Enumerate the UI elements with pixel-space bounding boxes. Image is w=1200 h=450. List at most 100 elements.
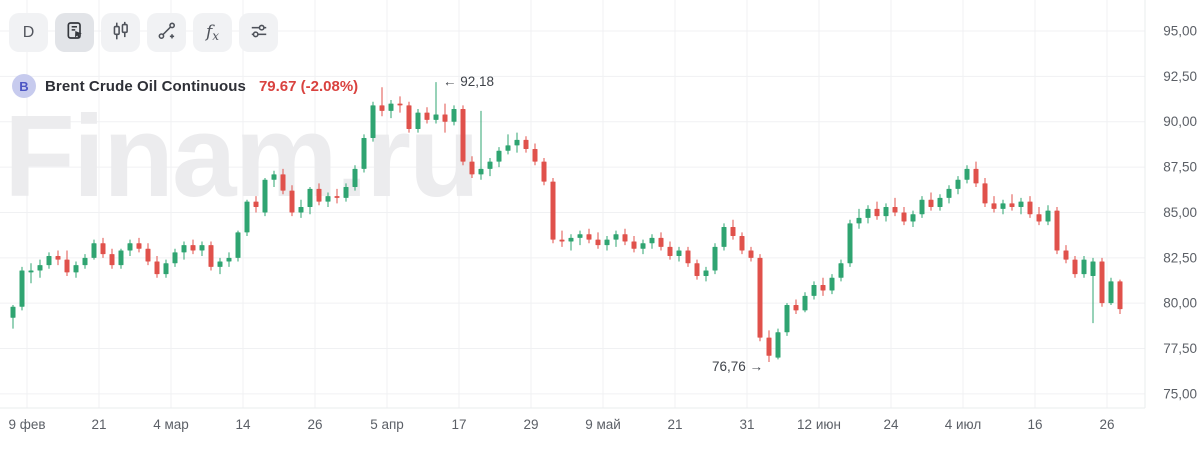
candle [604,239,610,246]
panel-cursor-icon [65,21,85,44]
candle [343,187,349,198]
candle [1117,281,1123,310]
time-tick-label: 29 [523,417,538,432]
time-tick-label: 26 [307,417,322,432]
instrument-name[interactable]: Brent Crude Oil Continuous [45,77,246,95]
time-tick-label: 4 июл [945,417,982,432]
candle [883,207,889,217]
time-tick-label: 12 июн [797,417,841,432]
candle [406,105,412,129]
instrument-avatar[interactable]: B [12,74,36,98]
candle [802,295,808,311]
time-axis[interactable]: 9 фев 21 4 мар 14 26 5 апр 17 29 9 май 21 31 12 июн… [8,417,1114,432]
candle [622,234,628,242]
price-tick-label: 90,00 [1163,114,1197,129]
candle [703,270,709,276]
candle [19,270,25,307]
candle [136,243,142,249]
candle [757,257,763,338]
candle [415,112,421,129]
candle [514,139,520,146]
price-tick-label: 80,00 [1163,296,1197,311]
candle [316,188,322,202]
candle [208,245,214,267]
candle [667,246,673,256]
candle [631,241,637,249]
time-tick-label: 9 май [585,417,621,432]
sliders-icon [249,21,269,44]
candle [145,248,151,262]
candle [649,237,655,244]
chart-type-button[interactable] [55,13,94,52]
candle [550,181,556,240]
candle [424,112,430,120]
time-tick-label: 31 [739,417,754,432]
drawing-tools-button[interactable] [147,13,186,52]
candle [379,105,385,111]
candle [586,234,592,240]
time-tick-label: 16 [1027,417,1042,432]
candle [298,207,304,213]
candle [460,109,466,162]
candle [829,277,835,291]
price-axis[interactable]: 95,00 92,50 90,00 87,50 85,00 82,50 80,00 77,50… [1163,24,1197,402]
timeframe-label: D [22,23,35,41]
candle [559,239,565,242]
candle [973,168,979,184]
candles [10,82,1123,362]
candle [253,201,259,208]
timeframe-button[interactable]: D [9,13,48,52]
candle [793,304,799,311]
time-tick-label: 9 фев [8,417,45,432]
candle [1099,261,1105,304]
candle [64,259,70,273]
candle [1090,261,1096,276]
candle [73,265,79,273]
candlestick-style-button[interactable] [101,13,140,52]
candle [694,263,700,276]
candle [37,265,43,271]
time-tick-label: 4 мар [153,417,189,432]
candle [532,148,538,162]
candle [739,236,745,251]
chart-toolbar: D [9,13,278,52]
candle [1045,210,1051,222]
instrument-header: B Brent Crude Oil Continuous 79.67 (-2.0… [12,74,358,98]
candle [262,179,268,213]
candle [289,190,295,213]
candle [433,114,439,120]
candle [1009,203,1015,208]
candle [505,145,511,151]
candle [190,245,196,251]
candle [172,252,178,264]
candle [946,188,952,198]
candle [964,168,970,180]
candle [217,261,223,267]
candle [478,168,484,175]
candle [118,250,124,266]
candle [658,237,664,247]
indicators-button[interactable]: fx [193,13,232,52]
candle [721,226,727,247]
candle [352,168,358,188]
candle [775,332,781,358]
chart-annotations: ← 92,18 76,76 → [443,74,763,374]
fx-icon: fx [205,21,220,43]
candle [847,223,853,264]
candle [676,250,682,256]
candle [325,196,331,202]
candle [982,183,988,204]
candle [1108,281,1114,304]
candle [127,243,133,251]
time-tick-label: 14 [235,417,251,432]
candle [730,226,736,237]
candle [712,246,718,271]
candle [685,250,691,264]
candle [748,250,754,258]
candle [928,199,934,208]
candle [244,201,250,233]
settings-button[interactable] [239,13,278,52]
candle [10,306,16,318]
price-tick-label: 77,50 [1163,341,1197,356]
